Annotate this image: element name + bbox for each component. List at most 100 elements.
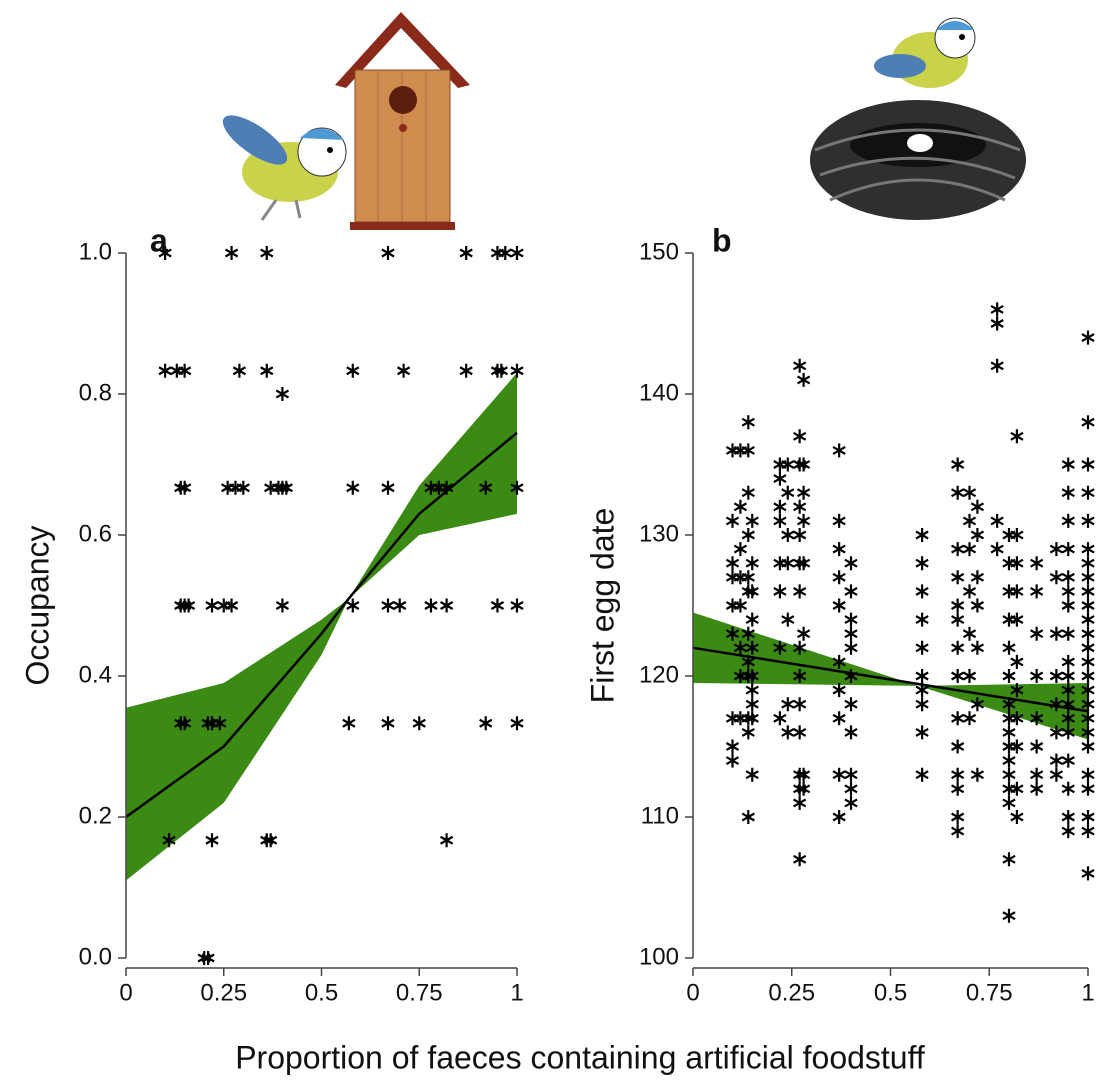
data-point xyxy=(952,599,964,613)
data-point xyxy=(171,364,183,378)
y-axis-title: Occupancy xyxy=(19,525,55,685)
x-tick-label: 1 xyxy=(510,979,523,1006)
data-point xyxy=(726,599,738,613)
data-point xyxy=(971,599,983,613)
data-point xyxy=(774,514,786,528)
data-point xyxy=(1031,740,1043,754)
data-point xyxy=(845,725,857,739)
data-point xyxy=(726,443,738,457)
data-point xyxy=(794,500,806,514)
data-point xyxy=(952,824,964,838)
data-point xyxy=(742,528,754,542)
data-point xyxy=(794,528,806,542)
data-point xyxy=(952,486,964,500)
data-point xyxy=(833,810,845,824)
data-point xyxy=(916,584,928,598)
data-point xyxy=(1082,627,1094,641)
data-point xyxy=(159,364,171,378)
data-point xyxy=(774,472,786,486)
data-point xyxy=(1082,542,1094,556)
data-point xyxy=(1031,768,1043,782)
y-tick-label: 0.4 xyxy=(79,661,112,688)
data-point xyxy=(746,514,758,528)
data-point xyxy=(1062,486,1074,500)
data-point xyxy=(1062,599,1074,613)
data-point xyxy=(726,556,738,570)
data-point xyxy=(1050,570,1062,584)
data-point xyxy=(746,697,758,711)
data-point xyxy=(963,584,975,598)
x-tick-label: 1 xyxy=(1081,979,1094,1006)
data-point xyxy=(726,740,738,754)
y-axis-title: First egg date xyxy=(584,508,620,704)
data-point xyxy=(398,364,410,378)
data-point xyxy=(441,833,453,847)
data-point xyxy=(845,613,857,627)
data-point xyxy=(226,246,238,260)
data-point xyxy=(726,570,738,584)
data-point xyxy=(782,556,794,570)
data-point xyxy=(774,556,786,570)
data-point xyxy=(1050,627,1062,641)
data-point xyxy=(734,570,746,584)
data-point xyxy=(833,570,845,584)
data-point xyxy=(394,599,406,613)
data-point xyxy=(179,364,191,378)
data-point xyxy=(276,599,288,613)
data-point xyxy=(845,782,857,796)
x-tick-label: 0.25 xyxy=(200,979,247,1006)
data-point xyxy=(742,810,754,824)
data-point xyxy=(798,514,810,528)
data-point xyxy=(952,740,964,754)
data-point xyxy=(952,458,964,472)
data-point xyxy=(845,796,857,810)
panel-label: a xyxy=(150,222,168,258)
data-point xyxy=(413,716,425,730)
x-tick-label: 0.5 xyxy=(874,979,907,1006)
data-point xyxy=(963,486,975,500)
data-point xyxy=(229,481,241,495)
x-tick-label: 0 xyxy=(119,979,132,1006)
panel: 10011012013014015000.250.50.751bFirst eg… xyxy=(584,222,1094,1006)
data-point xyxy=(1003,740,1015,754)
data-point xyxy=(742,570,754,584)
data-point xyxy=(1003,796,1015,810)
figure: Proportion of faeces containing artifici… xyxy=(0,0,1099,1089)
data-point xyxy=(1062,627,1074,641)
data-point xyxy=(774,711,786,725)
data-point xyxy=(1011,810,1023,824)
data-point xyxy=(952,613,964,627)
y-tick-label: 1.0 xyxy=(79,238,112,265)
data-point xyxy=(991,317,1003,331)
data-point xyxy=(1011,740,1023,754)
data-point xyxy=(774,500,786,514)
data-point xyxy=(1031,782,1043,796)
data-point xyxy=(952,641,964,655)
data-point xyxy=(726,711,738,725)
data-point xyxy=(952,711,964,725)
data-point xyxy=(916,725,928,739)
data-point xyxy=(382,481,394,495)
data-point xyxy=(1003,725,1015,739)
data-point xyxy=(1011,528,1023,542)
data-point xyxy=(1082,669,1094,683)
data-point xyxy=(1011,584,1023,598)
data-point xyxy=(1062,570,1074,584)
y-tick-label: 140 xyxy=(639,379,679,406)
data-point xyxy=(845,627,857,641)
y-tick-label: 0.2 xyxy=(79,802,112,829)
data-point xyxy=(774,584,786,598)
data-point xyxy=(1003,641,1015,655)
data-point xyxy=(916,697,928,711)
data-point xyxy=(1003,782,1015,796)
data-point xyxy=(782,528,794,542)
data-point xyxy=(1003,669,1015,683)
data-point xyxy=(794,697,806,711)
data-point xyxy=(1082,599,1094,613)
data-point xyxy=(382,716,394,730)
data-point xyxy=(1050,768,1062,782)
data-point xyxy=(1082,740,1094,754)
data-point xyxy=(460,364,472,378)
data-point xyxy=(1082,570,1094,584)
x-tick-label: 0.5 xyxy=(305,979,338,1006)
